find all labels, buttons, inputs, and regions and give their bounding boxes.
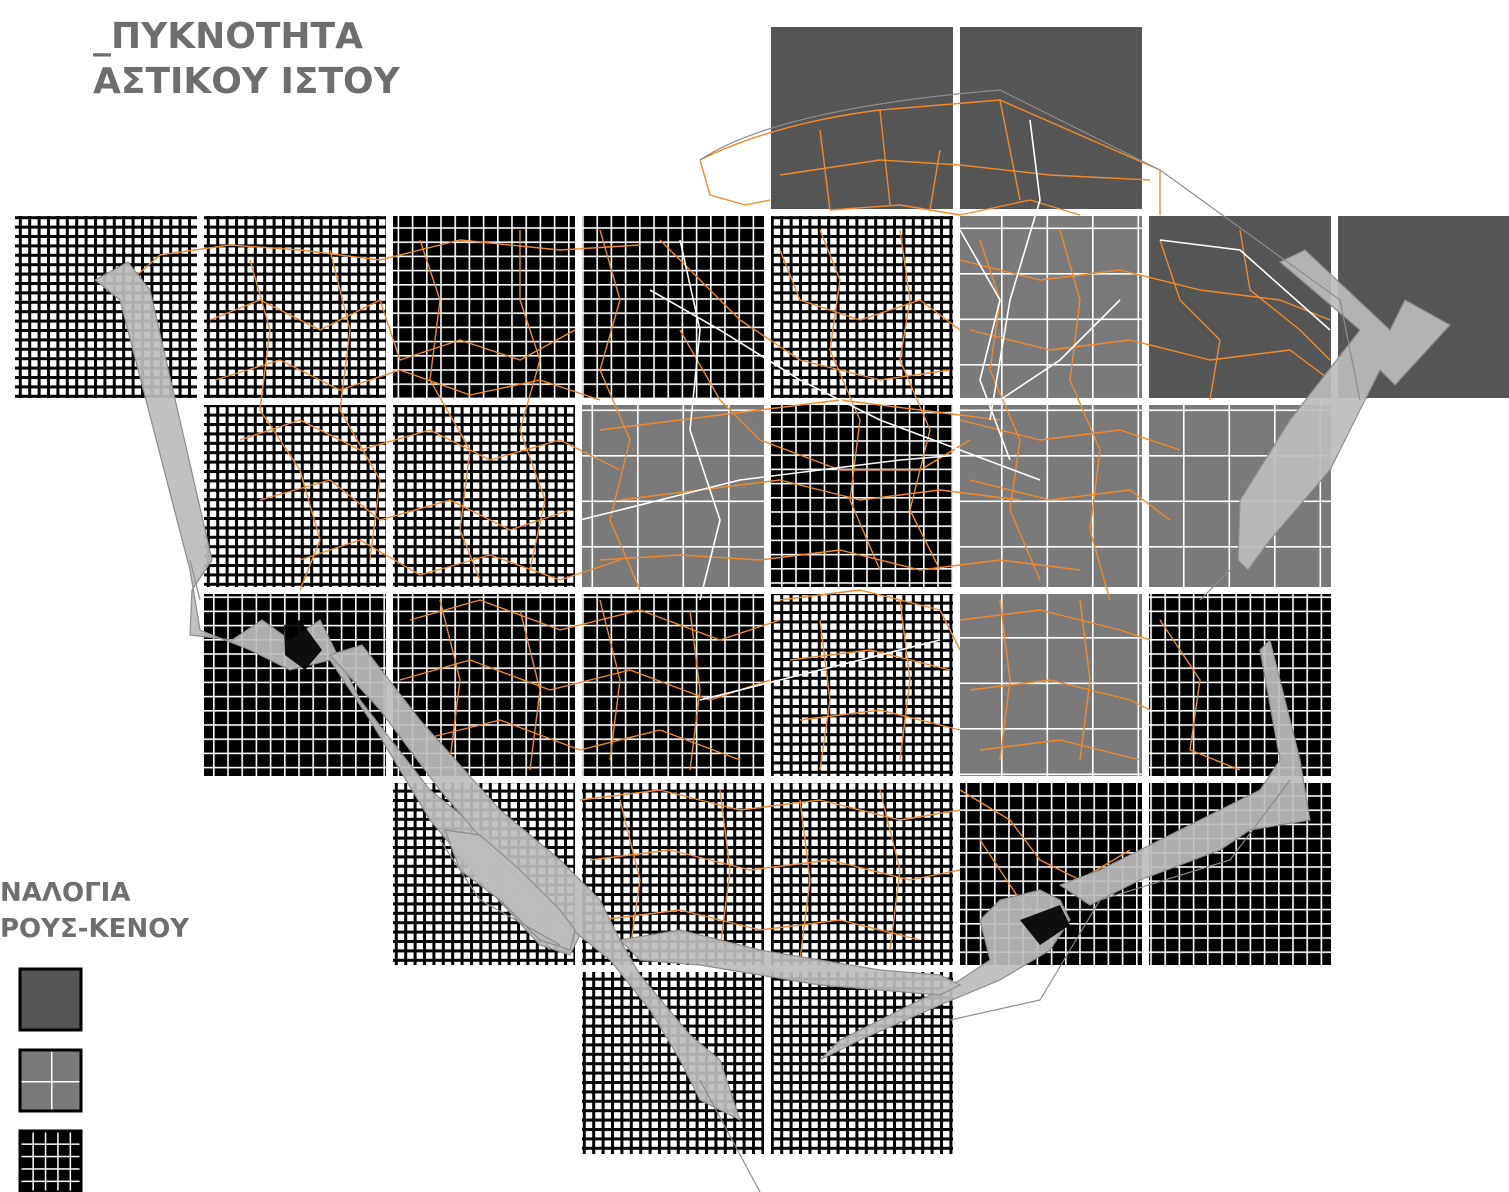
grid-cell-fine — [771, 216, 953, 398]
grid-cell-solid — [960, 27, 1142, 209]
grid-cell-fine — [15, 216, 197, 398]
street-network — [119, 99, 1331, 961]
city-outline — [189, 89, 1361, 1192]
grid-cell-fine — [582, 972, 764, 1154]
grid-cell-solid — [771, 27, 953, 209]
main-road-lines — [579, 119, 1331, 701]
legend-heading-line2: ΡΟΥΣ-ΚΕΝΟΥ — [0, 914, 190, 944]
grid-cell-black — [771, 405, 953, 587]
grid-cell-black — [1149, 594, 1331, 776]
grid-cell-medium — [960, 216, 1142, 398]
grid-cell-black — [393, 216, 575, 398]
grid-cell-medium — [960, 594, 1142, 776]
grid-cell-fine — [771, 594, 953, 776]
grid-cell-black — [582, 594, 764, 776]
grid-cell-solid — [1149, 216, 1331, 398]
density-cells — [15, 27, 1509, 1154]
legend-swatch-dense — [18, 1129, 83, 1192]
map-title-line1: _ΠΥΚΝΟΤΗΤΑ — [93, 16, 363, 57]
grid-cell-black — [582, 216, 764, 398]
legend-heading-line1: ΝΑΛΟΓΙΑ — [0, 878, 130, 908]
map-title-line2: ΑΣΤΙΚΟΥ ΙΣΤΟΥ — [93, 61, 401, 102]
grid-cell-fine — [204, 405, 386, 587]
grid-cell-fine — [204, 216, 386, 398]
boulevards — [93, 249, 1451, 1122]
legend-swatch-solid — [18, 967, 83, 1032]
legend-swatch-medium — [18, 1048, 83, 1113]
